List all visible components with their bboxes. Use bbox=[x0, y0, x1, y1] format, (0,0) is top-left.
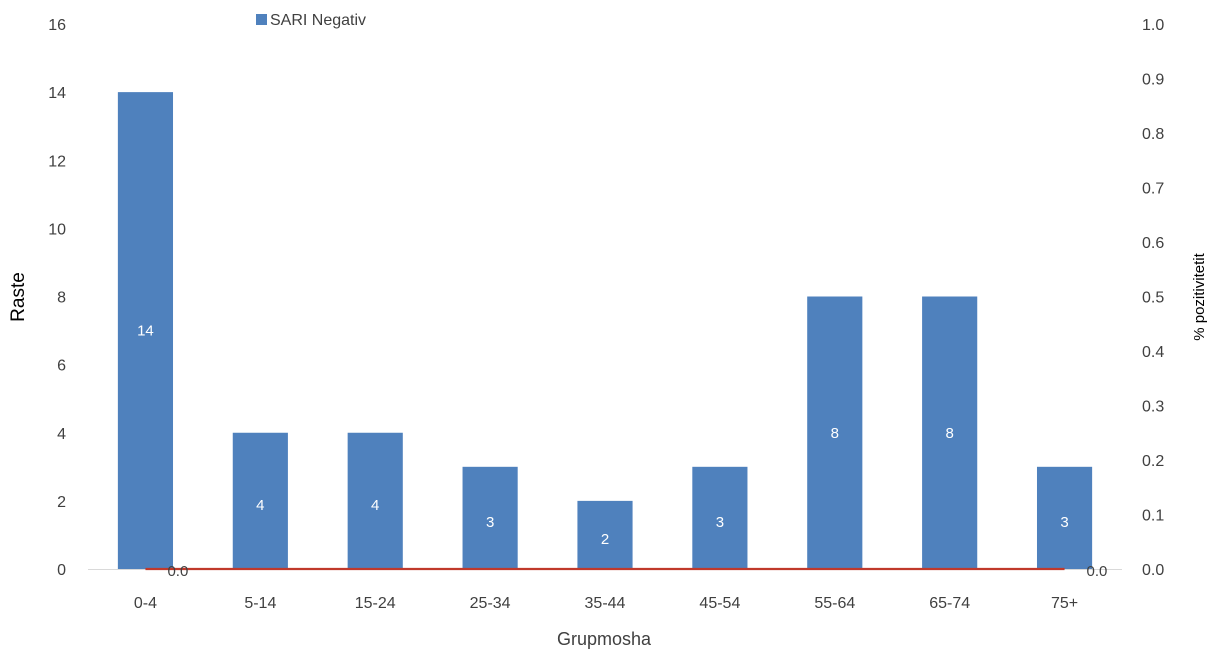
bar-data-label: 2 bbox=[601, 531, 609, 548]
y-tick-label: 14 bbox=[48, 85, 66, 102]
y-tick-label: 2 bbox=[57, 494, 66, 511]
y-tick-label: 16 bbox=[48, 17, 66, 34]
y2-tick-label: 0.0 bbox=[1142, 562, 1164, 579]
bar bbox=[1036, 466, 1093, 569]
bar bbox=[807, 296, 863, 569]
legend: SARI Negativ bbox=[256, 12, 366, 29]
category-tick-labels: 0-4 5-14 15-24 25-34 35-44 45-54 55-64 65-74 75+ bbox=[134, 595, 1078, 612]
bar-data-label: 3 bbox=[486, 514, 494, 531]
y-tick-label: 4 bbox=[57, 426, 66, 443]
x-tick-label: 15-24 bbox=[355, 595, 396, 612]
legend-swatch bbox=[256, 14, 267, 25]
y2-tick-label: 1.0 bbox=[1142, 17, 1164, 34]
y-axis-title: Raste bbox=[8, 272, 29, 322]
x-tick-label: 65-74 bbox=[929, 595, 970, 612]
y2-tick-label: 0.8 bbox=[1142, 126, 1164, 143]
bar bbox=[577, 500, 633, 569]
x-tick-label: 75+ bbox=[1051, 595, 1078, 612]
y2-tick-label: 0.6 bbox=[1142, 235, 1164, 252]
y2-tick-label: 0.1 bbox=[1142, 508, 1164, 525]
bar-data-label: 3 bbox=[716, 514, 724, 531]
bar-data-label: 14 bbox=[137, 323, 154, 340]
bar bbox=[922, 296, 978, 569]
x-tick-label: 25-34 bbox=[470, 595, 511, 612]
y2-tick-label: 0.4 bbox=[1142, 344, 1164, 361]
y2-tick-label: 0.3 bbox=[1142, 399, 1164, 416]
right-axis-ticks: 0.0 0.1 0.2 0.3 0.4 0.5 0.6 0.7 0.8 0.9 1.0 bbox=[1142, 17, 1164, 579]
line-data-label: 0.0 bbox=[1087, 563, 1108, 580]
y2-tick-label: 0.5 bbox=[1142, 290, 1164, 307]
x-tick-label: 45-54 bbox=[699, 595, 740, 612]
x-tick-label: 5-14 bbox=[244, 595, 276, 612]
x-tick-label: 35-44 bbox=[585, 595, 626, 612]
y-tick-label: 8 bbox=[57, 290, 66, 307]
bar bbox=[232, 432, 288, 569]
bar-data-label: 4 bbox=[256, 497, 264, 514]
bars bbox=[117, 92, 1093, 569]
x-tick-label: 55-64 bbox=[814, 595, 855, 612]
y2-tick-label: 0.7 bbox=[1142, 181, 1164, 198]
bar-data-label: 4 bbox=[371, 497, 379, 514]
left-axis-ticks: 0 2 4 6 8 10 12 14 16 bbox=[48, 17, 66, 579]
legend-label: SARI Negativ bbox=[270, 12, 366, 29]
y2-tick-label: 0.9 bbox=[1142, 72, 1164, 89]
bar-data-labels: 14 4 4 3 2 3 8 8 3 bbox=[137, 323, 1069, 548]
bar bbox=[692, 466, 748, 569]
y2-axis-title: % pozitivitetit bbox=[1191, 252, 1208, 340]
y-tick-label: 0 bbox=[57, 562, 66, 579]
y-tick-label: 10 bbox=[48, 221, 66, 238]
bar bbox=[117, 92, 174, 569]
y-tick-label: 6 bbox=[57, 358, 66, 375]
bar bbox=[347, 432, 403, 569]
bar-data-label: 8 bbox=[831, 425, 839, 442]
line-data-label: 0.0 bbox=[167, 563, 188, 580]
bar bbox=[462, 466, 518, 569]
line-data-labels: 0.0 0.0 bbox=[167, 563, 1107, 580]
bar-data-label: 3 bbox=[1060, 514, 1068, 531]
bar-data-label: 8 bbox=[945, 425, 953, 442]
x-tick-label: 0-4 bbox=[134, 595, 157, 612]
y-tick-label: 12 bbox=[48, 153, 66, 170]
x-axis-title: Grupmosha bbox=[557, 629, 652, 649]
y2-tick-label: 0.2 bbox=[1142, 453, 1164, 470]
